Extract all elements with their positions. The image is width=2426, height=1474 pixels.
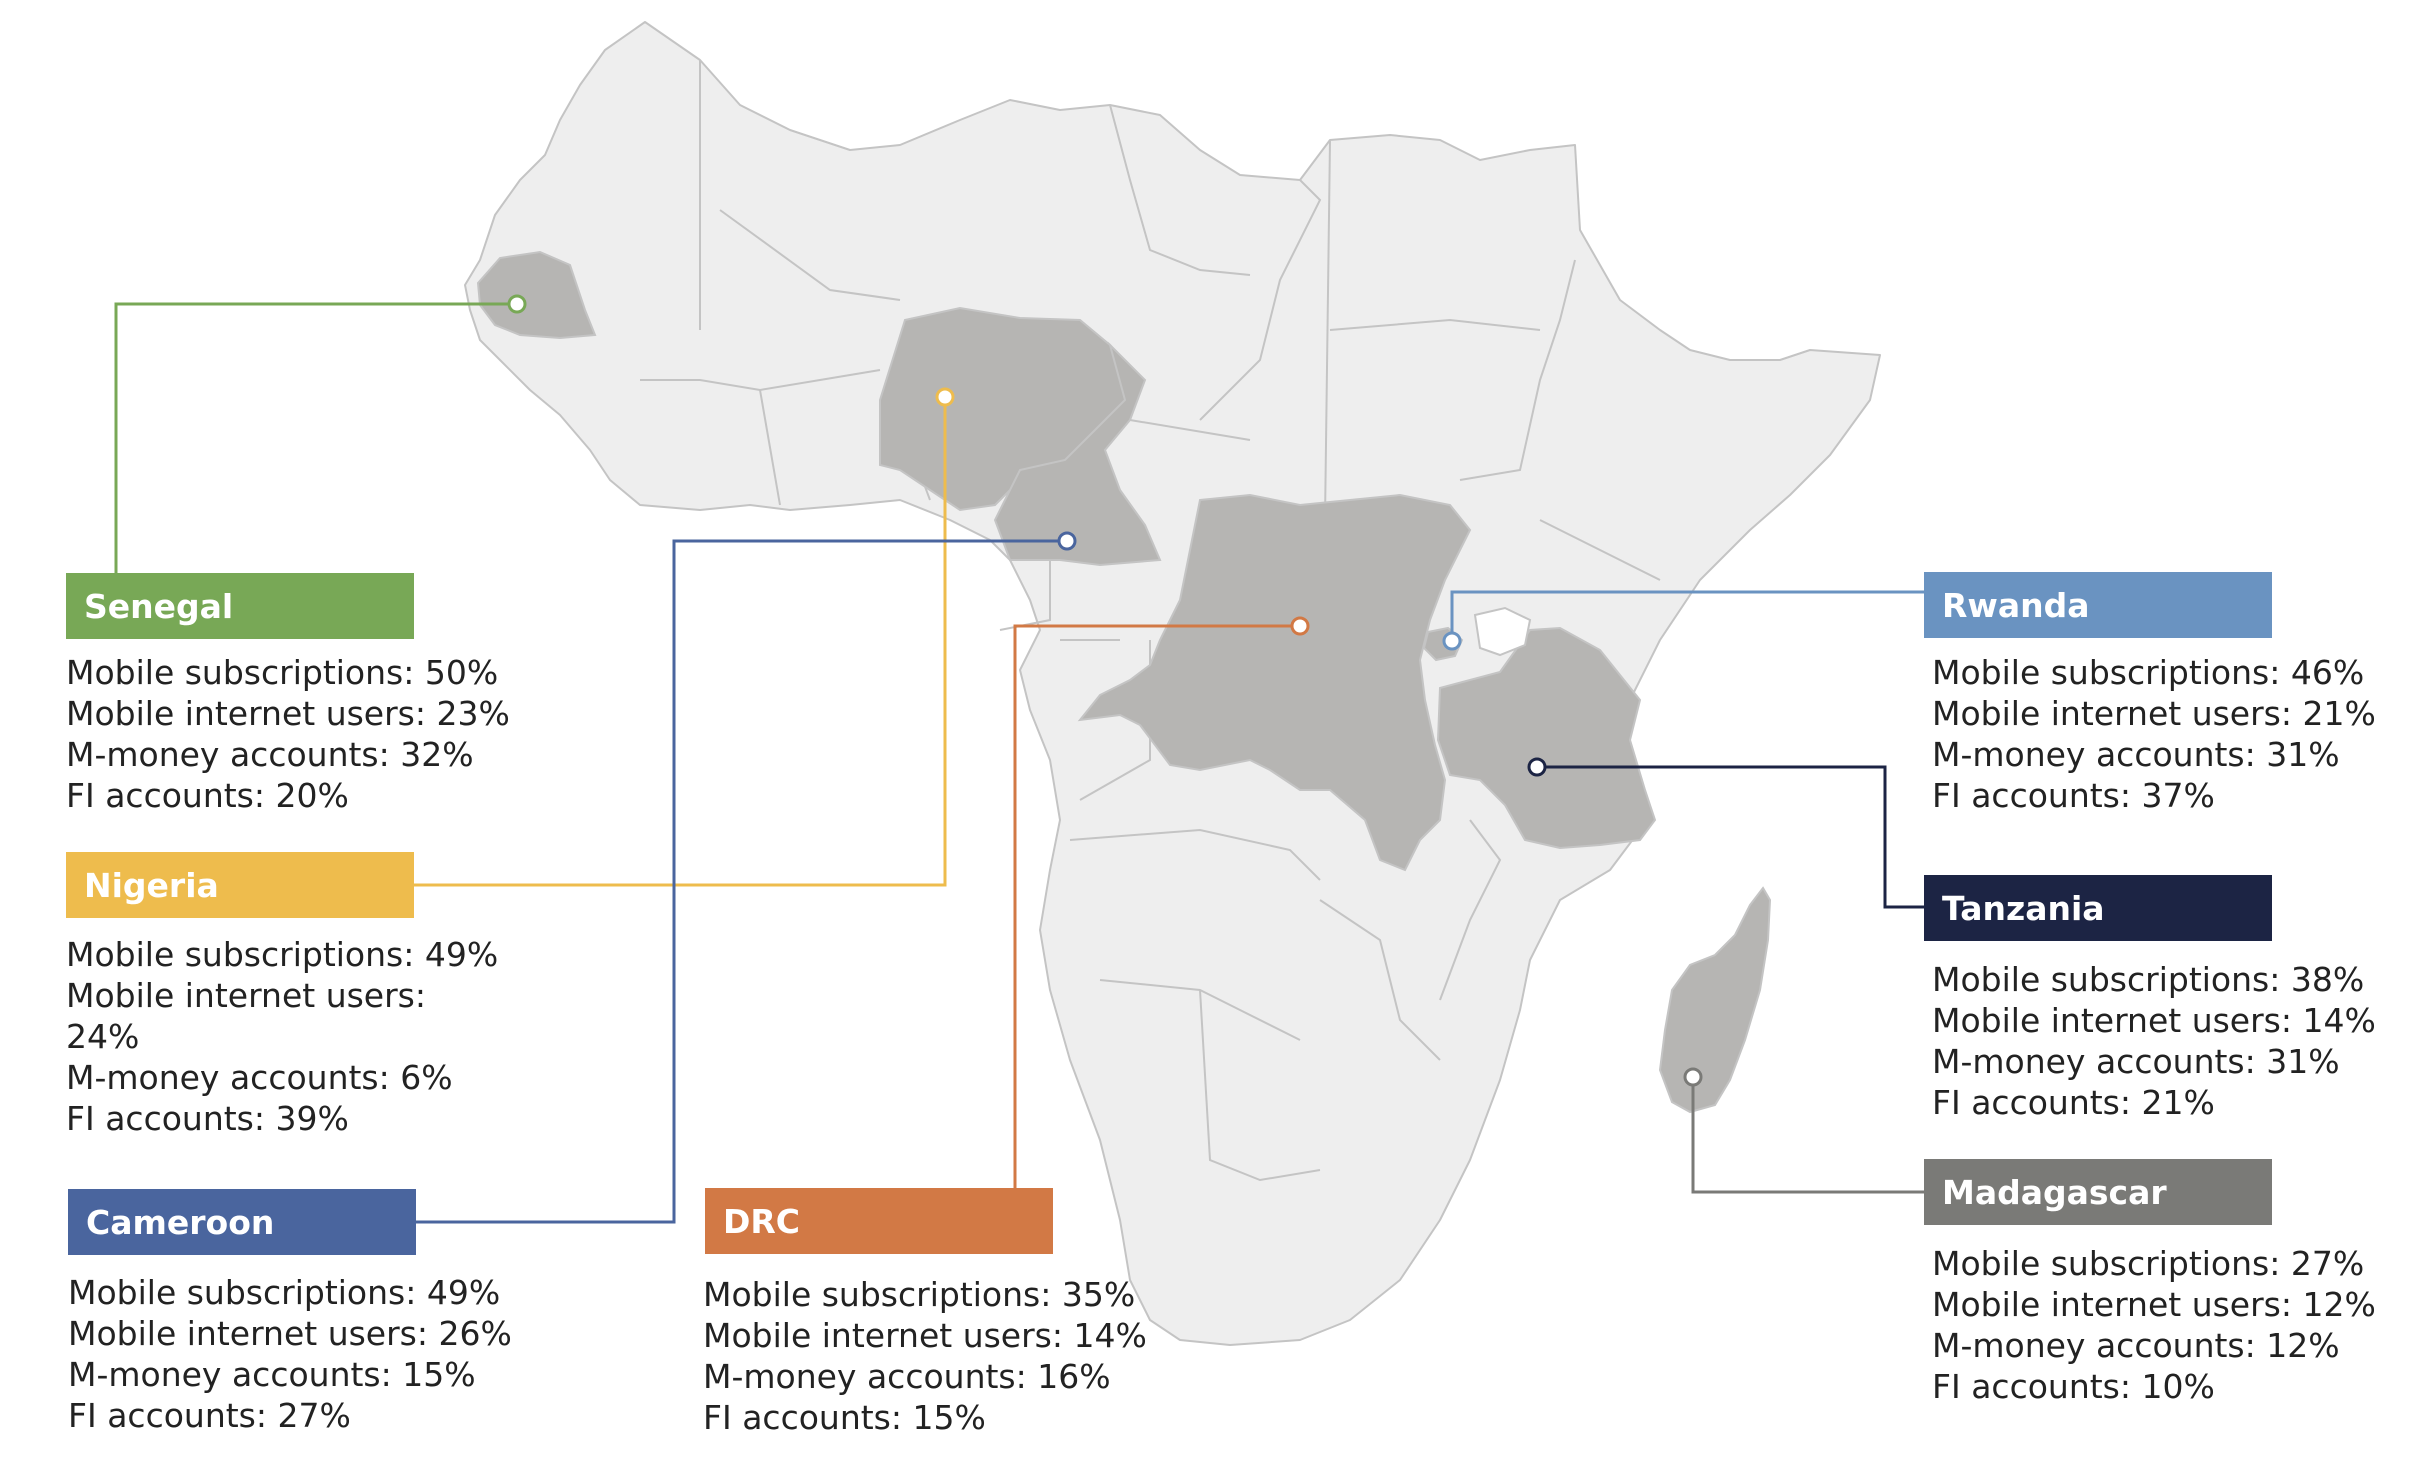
madagascar-marker [1683, 1067, 1703, 1087]
drc-stats: Mobile subscriptions: 35% Mobile interne… [703, 1274, 1147, 1438]
senegal-marker [507, 294, 527, 314]
nigeria-leader [414, 397, 947, 887]
nigeria-label: Nigeria [66, 852, 414, 918]
cameroon-label: Cameroon [68, 1189, 416, 1255]
stat-line: FI accounts: 21% [1932, 1083, 2215, 1122]
stat-line: M-money accounts: 16% [703, 1357, 1111, 1396]
tanzania-stats: Mobile subscriptions: 38% Mobile interne… [1932, 959, 2376, 1123]
rwanda-stats: Mobile subscriptions: 46% Mobile interne… [1932, 652, 2376, 816]
stat-line: M-money accounts: 12% [1932, 1326, 2340, 1365]
stat-line: M-money accounts: 15% [68, 1355, 476, 1394]
stat-line: Mobile internet users: 23% [66, 694, 510, 733]
nigeria-stats: Mobile subscriptions: 49% Mobile interne… [66, 934, 498, 1139]
senegal-label: Senegal [66, 573, 414, 639]
stat-line: Mobile subscriptions: 49% [68, 1273, 501, 1312]
stat-line: Mobile internet users: 14% [703, 1316, 1147, 1355]
stat-line: Mobile subscriptions: 46% [1932, 653, 2365, 692]
drc-marker [1290, 616, 1310, 636]
cameroon-name: Cameroon [86, 1202, 275, 1242]
stat-line: Mobile subscriptions: 49% [66, 935, 499, 974]
tanzania-label: Tanzania [1924, 875, 2272, 941]
stat-line: M-money accounts: 32% [66, 735, 474, 774]
lake-victoria [1473, 606, 1532, 657]
tanzania-name: Tanzania [1942, 888, 2105, 928]
tanzania-shape [1436, 626, 1657, 850]
tanzania-marker [1527, 757, 1547, 777]
stat-line: M-money accounts: 31% [1932, 735, 2340, 774]
stat-line: 24% [66, 1017, 140, 1056]
stat-line: Mobile internet users: 21% [1932, 694, 2376, 733]
stat-line: Mobile internet users: 26% [68, 1314, 512, 1353]
rwanda-label: Rwanda [1924, 572, 2272, 638]
cameroon-shape [993, 341, 1162, 567]
stat-line: Mobile internet users: 12% [1932, 1285, 2376, 1324]
stat-line: FI accounts: 37% [1932, 776, 2215, 815]
senegal-name: Senegal [84, 586, 234, 626]
stat-line: Mobile subscriptions: 50% [66, 653, 499, 692]
nigeria-marker [935, 387, 955, 407]
madagascar-stats: Mobile subscriptions: 27% Mobile interne… [1932, 1243, 2376, 1407]
stat-line: Mobile internet users: [66, 976, 426, 1015]
senegal-shape [476, 250, 597, 340]
stat-line: M-money accounts: 31% [1932, 1042, 2340, 1081]
stat-line: Mobile subscriptions: 27% [1932, 1244, 2365, 1283]
cameroon-marker [1057, 531, 1077, 551]
madagascar-shape [1658, 886, 1772, 1114]
senegal-leader [114, 302, 517, 573]
stat-line: FI accounts: 20% [66, 776, 349, 815]
stat-line: Mobile subscriptions: 35% [703, 1275, 1136, 1314]
stat-line: FI accounts: 27% [68, 1396, 351, 1435]
madagascar-name: Madagascar [1942, 1172, 2167, 1212]
rwanda-name: Rwanda [1942, 585, 2090, 625]
tanzania-leader [1537, 765, 1924, 909]
stat-line: FI accounts: 10% [1932, 1367, 2215, 1406]
markers [507, 294, 1703, 1087]
stat-line: M-money accounts: 6% [66, 1058, 453, 1097]
drc-label: DRC [705, 1188, 1053, 1254]
nigeria-name: Nigeria [84, 865, 219, 905]
stat-line: Mobile internet users: 14% [1932, 1001, 2376, 1040]
stat-line: FI accounts: 39% [66, 1099, 349, 1138]
stat-line: Mobile subscriptions: 38% [1932, 960, 2365, 999]
senegal-stats: Mobile subscriptions: 50% Mobile interne… [66, 652, 510, 816]
rwanda-leader [1450, 590, 1924, 641]
drc-leader [1013, 624, 1300, 1188]
drc-name: DRC [723, 1201, 801, 1241]
stat-line: FI accounts: 15% [703, 1398, 986, 1437]
drc-shape [1077, 493, 1472, 872]
rwanda-marker [1442, 631, 1462, 651]
leader-lines [114, 302, 1924, 1224]
cameroon-leader [416, 539, 1067, 1224]
cameroon-stats: Mobile subscriptions: 49% Mobile interne… [68, 1272, 512, 1436]
madagascar-leader [1691, 1077, 1924, 1194]
madagascar-label: Madagascar [1924, 1159, 2272, 1225]
